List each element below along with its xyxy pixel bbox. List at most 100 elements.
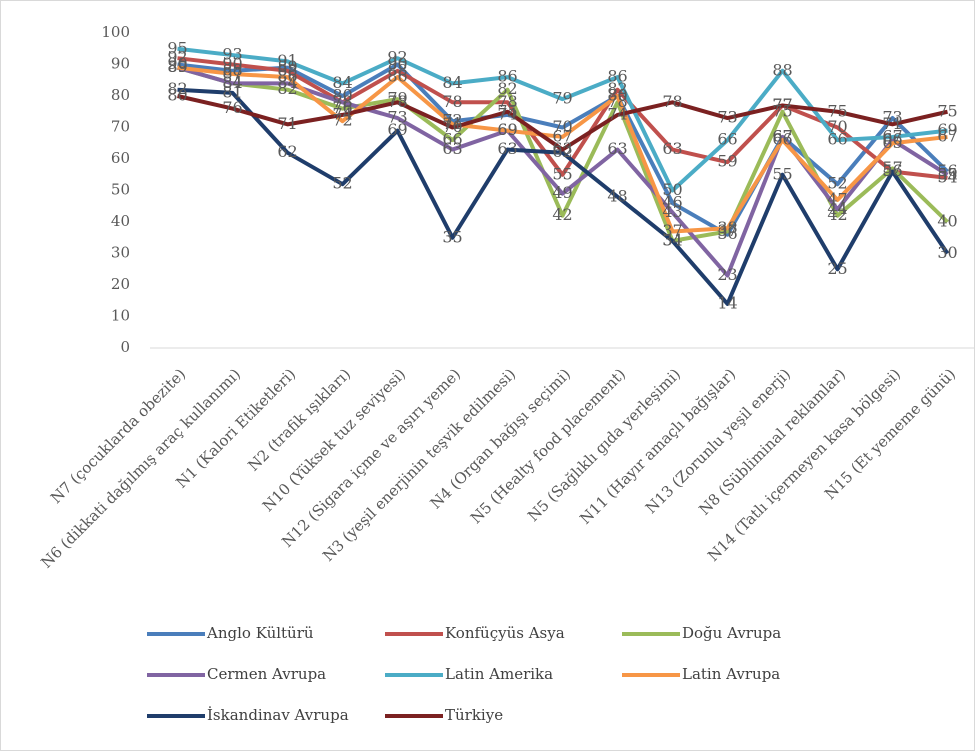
data-label: 67 [937, 126, 957, 145]
data-label: 34 [662, 230, 682, 249]
data-label: 78 [497, 92, 517, 111]
data-label: 67 [772, 126, 792, 145]
data-label: 88 [222, 60, 242, 79]
data-label: 75 [772, 101, 792, 120]
data-label: 69 [937, 120, 957, 139]
data-label: 75 [937, 101, 957, 120]
data-label: 44 [827, 199, 847, 218]
data-label: 90 [167, 54, 187, 73]
data-label: 95 [167, 38, 187, 57]
y-tick-label: 100 [101, 23, 130, 41]
legend-label: Konfüçyüs Asya [445, 624, 565, 642]
y-tick-label: 40 [111, 212, 130, 230]
data-label: 69 [497, 120, 517, 139]
data-label: 84 [222, 73, 242, 92]
data-label: 84 [332, 73, 352, 92]
data-label: 86 [607, 67, 627, 86]
data-label: 78 [332, 92, 352, 111]
data-label: 93 [222, 45, 242, 64]
legend-label: Türkiye [445, 706, 503, 724]
data-label: 43 [662, 202, 682, 221]
data-label: 63 [552, 139, 572, 158]
data-label: 30 [937, 243, 957, 262]
data-label: 79 [387, 89, 407, 108]
data-label: 92 [167, 48, 187, 67]
data-label: 55 [772, 164, 792, 183]
data-label: 71 [277, 114, 297, 133]
legend-label: Cermen Avrupa [207, 665, 326, 683]
data-label: 84 [222, 73, 242, 92]
data-label: 71 [882, 114, 902, 133]
data-label: 35 [442, 227, 462, 246]
data-label: 23 [717, 265, 737, 284]
data-label: 63 [442, 139, 462, 158]
data-label: 65 [882, 133, 902, 152]
data-label: 50 [662, 180, 682, 199]
data-label: 91 [277, 51, 297, 70]
data-label: 38 [717, 218, 737, 237]
data-label: 47 [827, 189, 847, 208]
y-tick-label: 80 [111, 86, 130, 104]
data-label: 66 [772, 130, 792, 149]
data-label: 74 [497, 104, 517, 123]
data-label: 54 [937, 167, 957, 186]
data-label: 42 [552, 205, 572, 224]
data-label: 89 [167, 57, 187, 76]
data-label: 59 [717, 152, 737, 171]
data-label: 63 [662, 139, 682, 158]
data-label: 84 [277, 73, 297, 92]
data-label: 77 [772, 95, 792, 114]
data-label: 52 [827, 174, 847, 193]
y-tick-label: 90 [111, 55, 130, 73]
data-label: 56 [882, 161, 902, 180]
data-label: 75 [497, 101, 517, 120]
data-label: 48 [607, 186, 627, 205]
data-label: 37 [717, 221, 737, 240]
y-tick-label: 0 [120, 338, 130, 356]
data-label: 76 [332, 98, 352, 117]
y-tick-label: 70 [111, 118, 130, 136]
data-label: 82 [167, 79, 187, 98]
data-label: 82 [497, 79, 517, 98]
data-label: 88 [772, 60, 792, 79]
data-label: 63 [497, 139, 517, 158]
data-label: 66 [717, 130, 737, 149]
legend-label: Latin Amerika [445, 665, 553, 683]
series-line [177, 87, 950, 306]
data-label: 67 [772, 126, 792, 145]
data-label: 81 [222, 82, 242, 101]
data-label: 86 [387, 67, 407, 86]
data-label: 73 [882, 108, 902, 127]
y-tick-label: 10 [111, 307, 130, 325]
data-label: 55 [937, 164, 957, 183]
data-label: 57 [882, 158, 902, 177]
data-label: 78 [332, 92, 352, 111]
data-label: 89 [277, 57, 297, 76]
data-label: 62 [552, 142, 572, 161]
data-label: 49 [552, 183, 572, 202]
data-label: 25 [827, 259, 847, 278]
y-tick-label: 50 [111, 181, 130, 199]
data-label: 67 [882, 126, 902, 145]
data-label: 90 [222, 54, 242, 73]
data-label: 80 [607, 86, 627, 105]
data-label: 70 [442, 117, 462, 136]
data-label: 80 [167, 86, 187, 105]
data-label: 78 [662, 92, 682, 111]
data-label: 66 [827, 130, 847, 149]
data-label: 62 [277, 142, 297, 161]
series-line [177, 62, 949, 237]
data-label: 73 [387, 108, 407, 127]
data-label: 71 [442, 114, 462, 133]
data-label: 69 [387, 120, 407, 139]
data-label: 40 [937, 212, 957, 231]
data-label: 78 [442, 92, 462, 111]
data-label: 14 [717, 293, 737, 312]
data-label: 80 [332, 86, 352, 105]
data-label: 70 [552, 117, 572, 136]
data-label: 36 [717, 224, 737, 243]
data-label: 80 [607, 86, 627, 105]
data-label: 88 [277, 60, 297, 79]
data-label: 86 [277, 67, 297, 86]
data-label: 78 [607, 92, 627, 111]
